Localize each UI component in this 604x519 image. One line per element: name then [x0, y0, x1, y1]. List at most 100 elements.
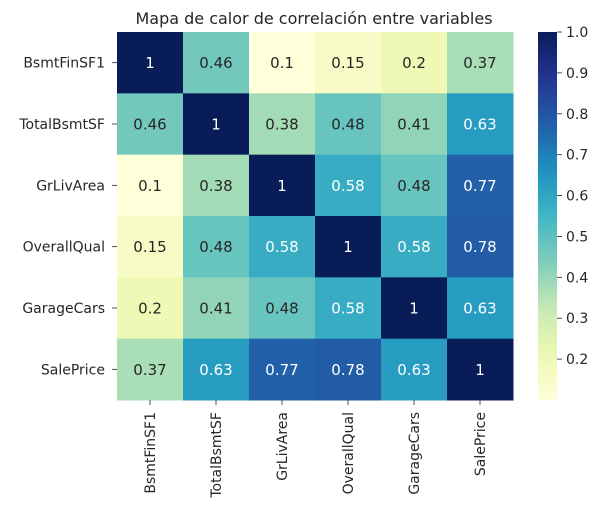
cell-value-label: 0.77 — [265, 361, 298, 379]
column-tick-labels: BsmtFinSF1 TotalBsmtSF GrLivArea OverallQua… — [143, 400, 489, 499]
cell-value-label: 0.58 — [265, 238, 298, 256]
heatmap-cell — [249, 338, 316, 401]
heatmap-cell — [315, 93, 382, 156]
column-tick-label: BsmtFinSF1 — [143, 412, 159, 494]
cell-value-label: 0.63 — [463, 116, 496, 134]
colorbar-ticks: 0.2 0.3 0.4 0.5 0.6 0.7 0.8 0.9 1.0 — [557, 25, 588, 368]
row-tick-label: BsmtFinSF1 — [23, 56, 105, 72]
colorbar-tick-label: 1.0 — [566, 25, 588, 41]
colorbar-tick-label: 0.5 — [566, 229, 588, 245]
column-tick-label: TotalBsmtSF — [209, 412, 225, 499]
cell-value-label: 0.2 — [138, 300, 162, 318]
heatmap-cell — [117, 32, 184, 94]
cell-value-label: 0.58 — [397, 238, 430, 256]
heatmap-cell — [249, 216, 316, 278]
cell-value-label: 0.78 — [463, 238, 496, 256]
cell-value-label: 0.46 — [199, 54, 232, 72]
cell-value-label: 0.46 — [133, 116, 166, 134]
cell-value-label: 0.38 — [199, 177, 232, 195]
heatmap-cell — [447, 154, 514, 217]
column-tick-label: SalePrice — [473, 412, 489, 476]
cell-value-label: 0.15 — [331, 54, 364, 72]
cell-value-label: 1 — [475, 361, 485, 379]
row-tick-label: GarageCars — [22, 301, 105, 317]
row-tick-labels: BsmtFinSF1 TotalBsmtSF GrLivArea OverallQua… — [18, 56, 117, 378]
heatmap-cell — [381, 32, 448, 94]
row-tick-label: OverallQual — [23, 240, 105, 256]
heatmap-cell — [447, 93, 514, 156]
heatmap-cell — [315, 154, 382, 217]
heatmap-cell — [183, 32, 250, 94]
heatmap-cell — [117, 93, 184, 156]
heatmap-cell — [381, 338, 448, 401]
cell-value-label: 0.37 — [133, 361, 166, 379]
cell-value-label: 0.63 — [397, 361, 430, 379]
heatmap-cell — [249, 32, 316, 94]
cell-value-label: 1 — [145, 54, 155, 72]
cell-value-label: 0.48 — [199, 238, 232, 256]
cell-value-label: 0.63 — [199, 361, 232, 379]
cell-value-label: 0.58 — [331, 177, 364, 195]
cell-value-label: 1 — [277, 177, 287, 195]
heatmap-cell — [117, 154, 184, 217]
heatmap-cell — [447, 338, 514, 401]
heatmap-cell — [183, 216, 250, 278]
heatmap-cell — [447, 216, 514, 278]
cell-value-label: 0.2 — [402, 54, 426, 72]
row-tick-label: SalePrice — [41, 362, 105, 378]
cell-value-label: 0.15 — [133, 238, 166, 256]
cell-value-label: 0.38 — [265, 116, 298, 134]
heatmap-cell — [249, 93, 316, 156]
cell-value-label: 0.63 — [463, 300, 496, 318]
chart-title: Mapa de calor de correlación entre varia… — [135, 9, 492, 28]
heatmap-cell — [381, 216, 448, 278]
cell-value-label: 0.1 — [270, 54, 294, 72]
cell-value-label: 0.1 — [138, 177, 162, 195]
heatmap-cell — [117, 216, 184, 278]
heatmap-cell — [117, 338, 184, 401]
cell-value-label: 0.48 — [265, 300, 298, 318]
colorbar-tick-label: 0.6 — [566, 189, 588, 205]
heatmap-cells: 1 0.46 0.1 0.15 0.2 0.37 0.46 1 0.38 0.48 0.41 0.63… — [117, 32, 514, 401]
heatmap-cell — [315, 277, 382, 340]
heatmap-cell — [183, 154, 250, 217]
heatmap-cell — [249, 154, 316, 217]
heatmap-cell — [447, 277, 514, 340]
heatmap-cell — [447, 32, 514, 94]
colorbar-gradient — [538, 32, 557, 400]
colorbar-tick-label: 0.8 — [566, 107, 588, 123]
cell-value-label: 1 — [409, 300, 419, 318]
heatmap-cell — [315, 338, 382, 401]
cell-value-label: 0.77 — [463, 177, 496, 195]
cell-value-label: 1 — [343, 238, 353, 256]
heatmap-cell — [183, 93, 250, 156]
colorbar: 0.2 0.3 0.4 0.5 0.6 0.7 0.8 0.9 1.0 — [538, 25, 588, 400]
cell-value-label: 0.48 — [331, 116, 364, 134]
heatmap-cell — [249, 277, 316, 340]
column-tick-label: GarageCars — [407, 412, 423, 495]
cell-value-label: 0.41 — [397, 116, 430, 134]
cell-value-label: 0.41 — [199, 300, 232, 318]
colorbar-tick-label: 0.7 — [566, 148, 588, 164]
cell-value-label: 1 — [211, 116, 221, 134]
cell-value-label: 0.48 — [397, 177, 430, 195]
heatmap-cell — [117, 277, 184, 340]
heatmap-cell — [315, 216, 382, 278]
heatmap-cell — [183, 277, 250, 340]
colorbar-tick-label: 0.2 — [566, 352, 588, 368]
heatmap-cell — [381, 154, 448, 217]
cell-value-label: 0.78 — [331, 361, 364, 379]
column-tick-label: OverallQual — [341, 412, 357, 494]
heatmap-cell — [183, 338, 250, 401]
cell-value-label: 0.37 — [463, 54, 496, 72]
heatmap-cell — [381, 277, 448, 340]
column-tick-label: GrLivArea — [275, 412, 291, 481]
cell-value-label: 0.58 — [331, 300, 364, 318]
colorbar-tick-label: 0.9 — [566, 66, 588, 82]
row-tick-label: TotalBsmtSF — [18, 117, 105, 133]
row-tick-label: GrLivArea — [36, 178, 105, 194]
heatmap-cell — [381, 93, 448, 156]
colorbar-tick-label: 0.3 — [566, 311, 588, 327]
colorbar-tick-label: 0.4 — [566, 270, 588, 286]
